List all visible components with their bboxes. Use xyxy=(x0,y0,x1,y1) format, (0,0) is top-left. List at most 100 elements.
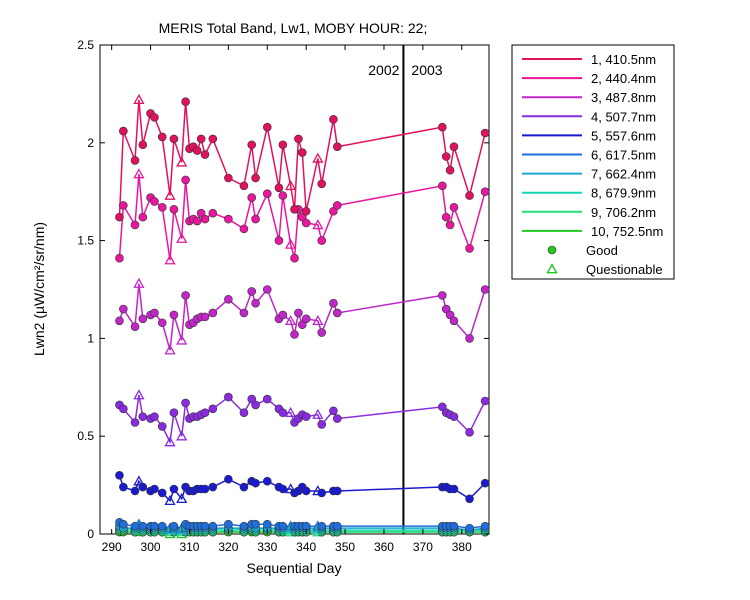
data-point-good xyxy=(130,156,140,165)
data-point-good xyxy=(115,471,124,480)
data-point-good xyxy=(278,521,288,531)
data-point-good xyxy=(445,165,455,175)
data-point-good xyxy=(224,474,233,484)
data-point-questionable xyxy=(285,314,297,326)
data-point-good xyxy=(150,113,159,122)
legend-label: 7, 662.4nm xyxy=(591,167,656,182)
data-point-good xyxy=(332,414,342,423)
legend-label: 10, 752.5nm xyxy=(591,224,663,239)
data-point-good xyxy=(208,308,218,318)
data-point-good xyxy=(332,308,342,318)
y-tick-label: 0 xyxy=(87,527,94,541)
data-point-good xyxy=(449,412,459,421)
data-point-good xyxy=(181,175,190,185)
legend-label: 8, 679.9nm xyxy=(591,186,656,201)
data-point-good xyxy=(480,478,490,488)
data-point-good xyxy=(465,523,474,533)
data-point-good xyxy=(438,181,447,191)
data-point-good xyxy=(317,328,327,337)
legend-marker-label: Questionable xyxy=(586,262,663,277)
chart-title: MERIS Total Band, Lw1, MOBY HOUR: 22; xyxy=(159,20,428,36)
data-point-good xyxy=(247,193,257,202)
data-point-questionable xyxy=(285,238,297,249)
data-point-good xyxy=(119,519,128,529)
data-point-good xyxy=(208,404,218,414)
data-point-good xyxy=(119,126,128,136)
data-point-good xyxy=(192,216,202,226)
data-point-good xyxy=(119,201,128,210)
data-point-good xyxy=(138,521,148,531)
legend: 1, 410.5nm 2, 440.4nm 3, 487.8nm 4, 507.7nm… xyxy=(511,44,675,280)
data-point-good xyxy=(441,304,451,314)
x-tick-label: 330 xyxy=(257,540,277,554)
legend-questionable-marker xyxy=(546,263,558,274)
data-point-good xyxy=(278,408,288,418)
data-point-questionable xyxy=(133,475,145,486)
data-point-good xyxy=(157,318,167,328)
data-point-good xyxy=(130,322,140,331)
data-point-good xyxy=(169,521,179,531)
data-point-questionable xyxy=(312,152,324,163)
x-tick-label: 340 xyxy=(296,540,316,554)
data-point-questionable xyxy=(164,189,176,200)
legend-label: 5, 557.6nm xyxy=(591,128,656,143)
data-point-questionable xyxy=(164,436,176,447)
data-point-good xyxy=(290,330,299,339)
data-point-good xyxy=(301,218,311,228)
data-point-good xyxy=(157,521,167,531)
y-tick-label: 1 xyxy=(87,331,94,345)
series-line xyxy=(118,394,486,445)
data-point-good xyxy=(332,486,342,496)
data-point-good xyxy=(329,406,338,416)
data-point-good xyxy=(251,173,260,183)
data-point-good xyxy=(150,197,159,206)
data-point-good xyxy=(449,142,459,152)
data-point-good xyxy=(301,314,311,324)
x-tick-label: 320 xyxy=(218,540,238,554)
data-point-good xyxy=(169,408,179,418)
data-point-good xyxy=(169,310,179,320)
data-point-good xyxy=(130,418,140,427)
data-point-good xyxy=(239,181,249,191)
data-point-good xyxy=(480,187,490,196)
data-point-good xyxy=(278,140,288,150)
data-point-good xyxy=(262,122,272,132)
legend-label: 2, 440.4nm xyxy=(591,71,656,86)
data-point-good xyxy=(208,482,218,492)
data-point-good xyxy=(438,122,447,132)
data-point-good xyxy=(480,128,490,138)
x-tick-label: 350 xyxy=(335,540,355,554)
x-tick-label: 290 xyxy=(102,540,122,554)
data-point-good xyxy=(115,316,124,326)
data-point-questionable xyxy=(176,334,188,345)
data-point-good xyxy=(332,521,342,531)
data-point-good xyxy=(196,134,206,144)
y-tick-label: 2.5 xyxy=(77,38,94,52)
data-point-good xyxy=(247,140,257,150)
data-point-good xyxy=(449,203,459,212)
data-point-good xyxy=(247,287,257,296)
data-point-good xyxy=(465,334,474,343)
legend-label: 6, 617.5nm xyxy=(591,148,656,163)
data-point-questionable xyxy=(176,492,188,504)
data-point-good xyxy=(317,488,327,498)
data-point-good xyxy=(297,320,307,330)
data-point-questionable xyxy=(285,406,297,417)
data-point-good xyxy=(208,208,218,218)
data-point-good xyxy=(169,134,179,144)
data-point-good xyxy=(449,484,459,494)
data-point-good xyxy=(200,150,210,159)
data-point-good xyxy=(150,521,159,531)
data-point-questionable xyxy=(164,254,176,265)
data-point-good xyxy=(239,521,249,531)
legend-label: 9, 706.2nm xyxy=(591,205,656,220)
data-point-good xyxy=(181,398,190,408)
data-point-good xyxy=(465,244,474,253)
legend-box xyxy=(511,44,675,280)
data-point-good xyxy=(169,484,179,494)
data-point-good xyxy=(278,484,288,494)
x-tick-label: 300 xyxy=(141,540,161,554)
data-point-good xyxy=(332,142,342,152)
data-point-good xyxy=(130,486,140,496)
